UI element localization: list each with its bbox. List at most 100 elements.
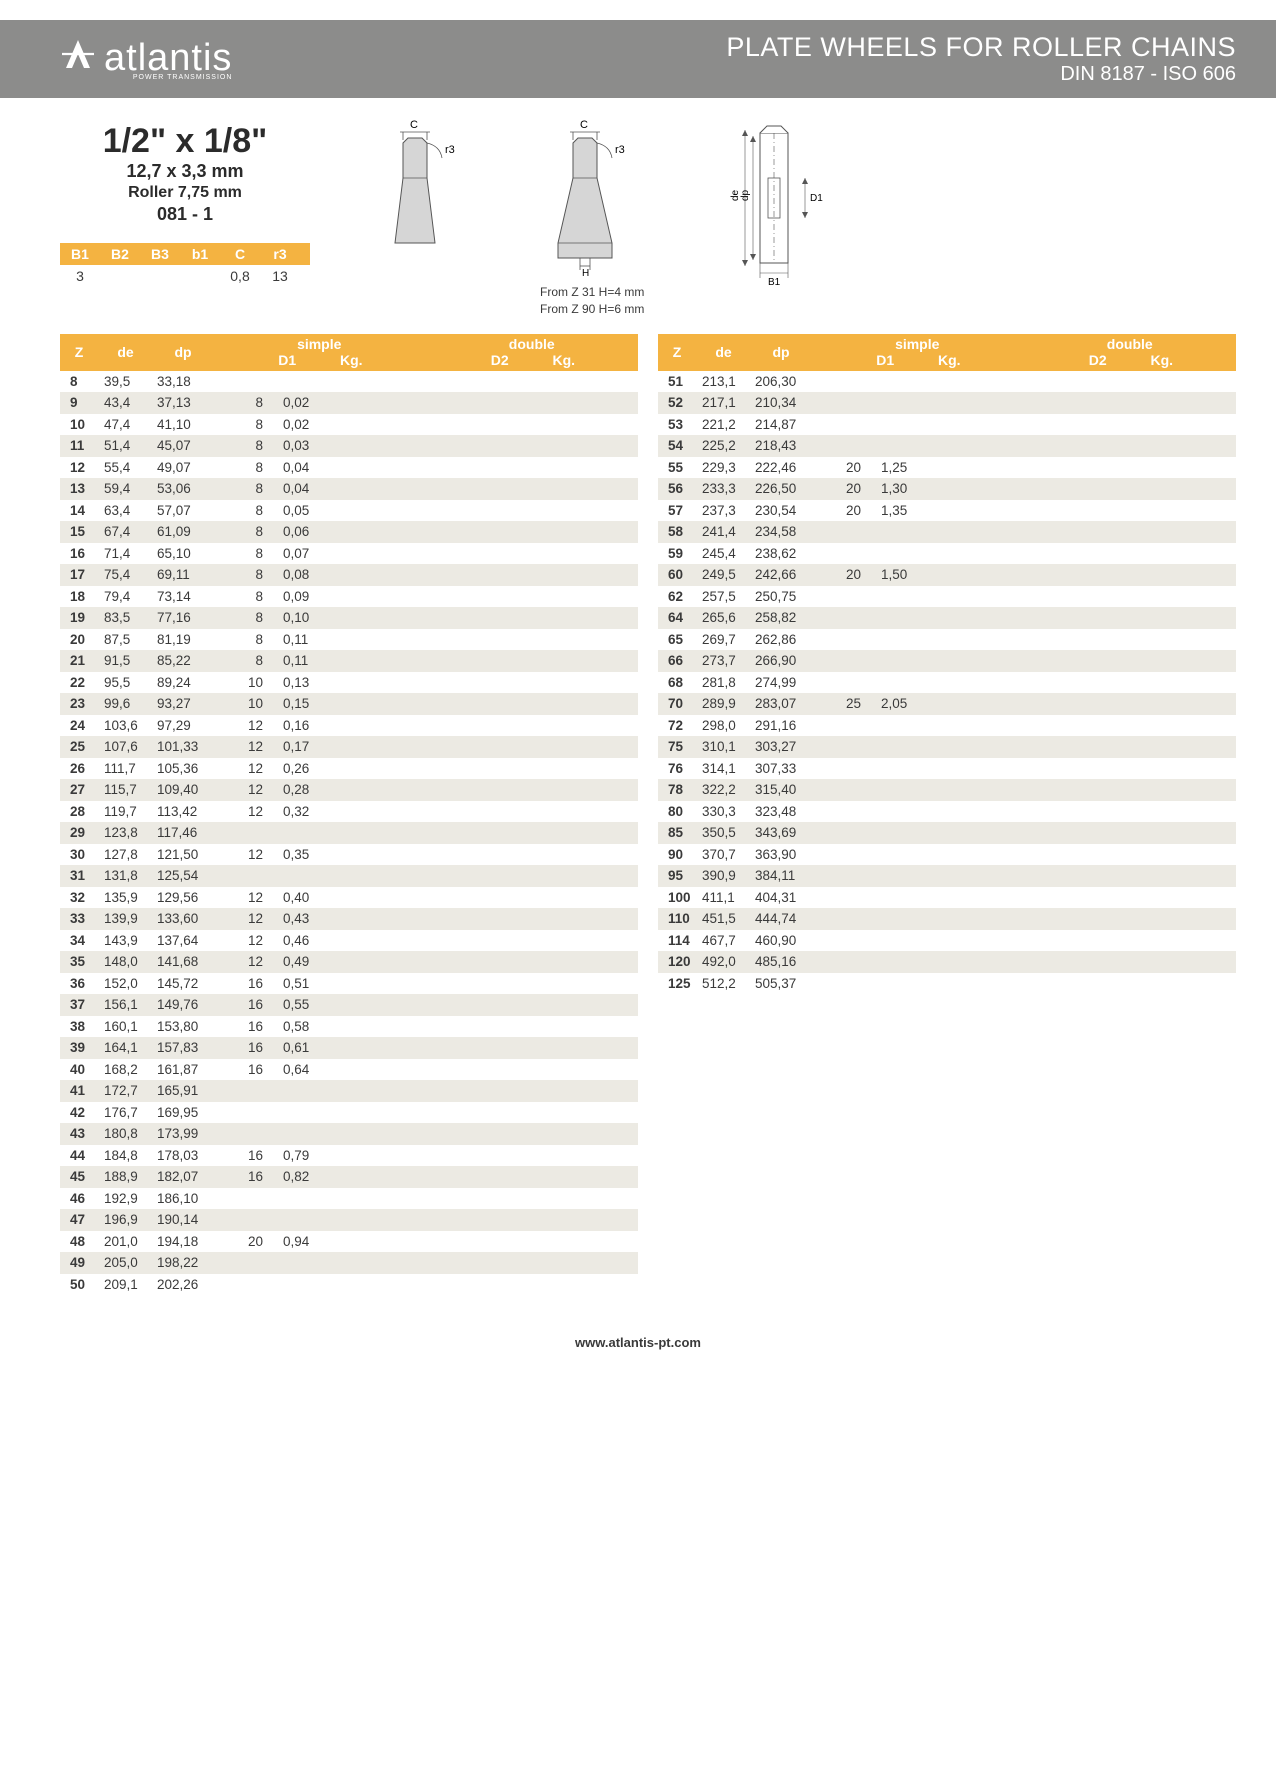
cell-kg — [283, 1102, 358, 1124]
cell-z: 47 — [60, 1209, 98, 1231]
cell-z: 64 — [658, 607, 696, 629]
cell-dp: 45,07 — [153, 435, 213, 457]
cell-d2 — [358, 973, 428, 995]
cell-dp: 169,95 — [153, 1102, 213, 1124]
cell-z: 18 — [60, 586, 98, 608]
table-row: 42176,7169,95 — [60, 1102, 638, 1124]
table-row: 1671,465,1080,07 — [60, 543, 638, 565]
cell-dp: 190,14 — [153, 1209, 213, 1231]
cell-d1: 8 — [213, 435, 283, 457]
param-h-b2: B2 — [100, 243, 140, 265]
cell-d2 — [358, 908, 428, 930]
cell-de: 47,4 — [98, 414, 153, 436]
cell-d1: 8 — [213, 414, 283, 436]
table-row: 26111,7105,36120,26 — [60, 758, 638, 780]
table-row: 55229,3222,46201,25 — [658, 457, 1236, 479]
cell-d2 — [358, 457, 428, 479]
cell-z: 37 — [60, 994, 98, 1016]
cell-z: 48 — [60, 1231, 98, 1253]
param-v-b3 — [140, 265, 180, 287]
param-v-b1l — [180, 265, 220, 287]
cell-dp: 97,29 — [153, 715, 213, 737]
cell-kg: 0,40 — [283, 887, 358, 909]
cell-d2 — [358, 564, 428, 586]
cell-dp: 153,80 — [153, 1016, 213, 1038]
cell-kg — [881, 930, 956, 952]
cell-d1 — [811, 414, 881, 436]
cell-z: 25 — [60, 736, 98, 758]
cell-z: 51 — [658, 371, 696, 393]
cell-kg2 — [428, 951, 503, 973]
cell-kg: 0,13 — [283, 672, 358, 694]
cell-d1 — [811, 801, 881, 823]
cell-dp: 460,90 — [751, 930, 811, 952]
cell-d2 — [956, 457, 1026, 479]
cell-dp: 202,26 — [153, 1274, 213, 1296]
cell-dp: 109,40 — [153, 779, 213, 801]
label-dp: dp — [740, 189, 751, 201]
cell-d1 — [213, 1252, 283, 1274]
table-row: 43180,8173,99 — [60, 1123, 638, 1145]
cell-d2 — [358, 672, 428, 694]
cell-kg2 — [428, 1037, 503, 1059]
cell-d1 — [811, 865, 881, 887]
cell-d1: 8 — [213, 521, 283, 543]
cell-de: 233,3 — [696, 478, 751, 500]
cell-z: 32 — [60, 887, 98, 909]
cell-kg2 — [428, 758, 503, 780]
table-row: 34143,9137,64120,46 — [60, 930, 638, 952]
cell-kg: 0,82 — [283, 1166, 358, 1188]
cell-kg: 0,79 — [283, 1145, 358, 1167]
cell-z: 60 — [658, 564, 696, 586]
cell-d2 — [358, 543, 428, 565]
diagram-notes: From Z 31 H=4 mm From Z 90 H=6 mm — [540, 284, 650, 318]
cell-z: 41 — [60, 1080, 98, 1102]
cell-z: 9 — [60, 392, 98, 414]
cell-d1 — [213, 1188, 283, 1210]
cell-kg2 — [1026, 865, 1101, 887]
cell-de: 229,3 — [696, 457, 751, 479]
cell-kg: 1,35 — [881, 500, 956, 522]
cell-kg: 2,05 — [881, 693, 956, 715]
cell-kg — [283, 1252, 358, 1274]
cell-d1 — [811, 586, 881, 608]
cell-de: 492,0 — [696, 951, 751, 973]
cell-z: 50 — [60, 1274, 98, 1296]
table-row: 29123,8117,46 — [60, 822, 638, 844]
cell-kg: 0,04 — [283, 457, 358, 479]
cell-d2 — [358, 844, 428, 866]
cell-d2 — [956, 521, 1026, 543]
cell-d2 — [358, 994, 428, 1016]
cell-d1: 8 — [213, 564, 283, 586]
cell-d1: 16 — [213, 1145, 283, 1167]
cell-d2 — [358, 414, 428, 436]
cell-d2 — [358, 500, 428, 522]
cell-z: 8 — [60, 371, 98, 393]
cell-d1: 20 — [811, 500, 881, 522]
cell-z: 44 — [60, 1145, 98, 1167]
table-row: 2191,585,2280,11 — [60, 650, 638, 672]
cell-d2 — [956, 414, 1026, 436]
diagram-tooth-1: C r3 — [370, 118, 480, 318]
table-row: 2399,693,27100,15 — [60, 693, 638, 715]
label-b1: B1 — [768, 277, 781, 288]
cell-dp: 258,82 — [751, 607, 811, 629]
table-row: 80330,3323,48 — [658, 801, 1236, 823]
cell-kg: 0,61 — [283, 1037, 358, 1059]
cell-kg — [881, 414, 956, 436]
cell-dp: 165,91 — [153, 1080, 213, 1102]
cell-de: 71,4 — [98, 543, 153, 565]
table-row: 110451,5444,74 — [658, 908, 1236, 930]
cell-kg: 0,11 — [283, 629, 358, 651]
table-row: 30127,8121,50120,35 — [60, 844, 638, 866]
content: 1/2" x 1/8" 12,7 x 3,3 mm Roller 7,75 mm… — [0, 98, 1276, 1305]
th-dp: dp — [751, 334, 811, 371]
cell-kg2 — [1026, 672, 1101, 694]
cell-kg — [881, 801, 956, 823]
cell-kg2 — [1026, 607, 1101, 629]
cell-dp: 315,40 — [751, 779, 811, 801]
cell-kg2 — [428, 1209, 503, 1231]
cell-de: 152,0 — [98, 973, 153, 995]
param-v-b1: 3 — [60, 265, 100, 287]
cell-de: 75,4 — [98, 564, 153, 586]
